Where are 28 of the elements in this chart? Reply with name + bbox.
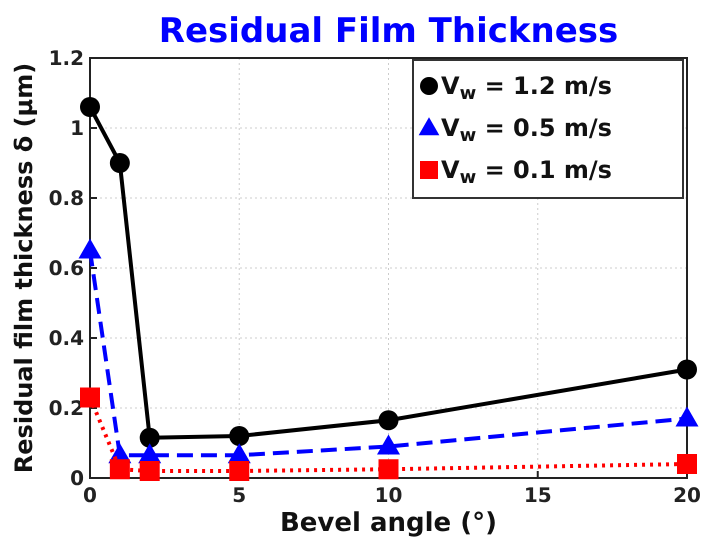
chart-title: Residual Film Thickness — [158, 11, 618, 51]
x-tick-label: 10 — [374, 483, 402, 507]
y-tick-label: 0.2 — [48, 396, 84, 420]
y-tick-label: 1.2 — [48, 46, 84, 70]
point — [229, 426, 250, 446]
legend-label: V$_{w}$ = 0.1 m/s — [441, 156, 612, 188]
y-tick-label: 0.6 — [48, 256, 84, 280]
x-tick-label: 20 — [673, 483, 701, 507]
point — [378, 459, 398, 480]
point — [677, 454, 697, 474]
point — [229, 461, 250, 481]
point — [110, 459, 130, 480]
point — [80, 97, 100, 117]
point — [378, 410, 398, 430]
point — [140, 428, 160, 448]
x-axis-title: Bevel angle (°) — [280, 508, 498, 538]
legend-label: V$_{w}$ = 1.2 m/s — [441, 72, 612, 104]
x-tick-label: 5 — [232, 483, 246, 507]
y-tick-label: 0.4 — [48, 326, 84, 350]
point — [110, 153, 130, 173]
y-tick-label: 0.8 — [48, 186, 84, 210]
x-tick-label: 15 — [524, 483, 552, 507]
point — [140, 461, 160, 481]
legend-label: V$_{w}$ = 0.5 m/s — [441, 114, 612, 146]
y-axis-title: Residual film thickness δ (μm) — [10, 62, 38, 474]
y-tick-label: 0 — [70, 466, 84, 490]
y-tick-label: 1 — [70, 116, 84, 140]
point — [677, 360, 697, 380]
